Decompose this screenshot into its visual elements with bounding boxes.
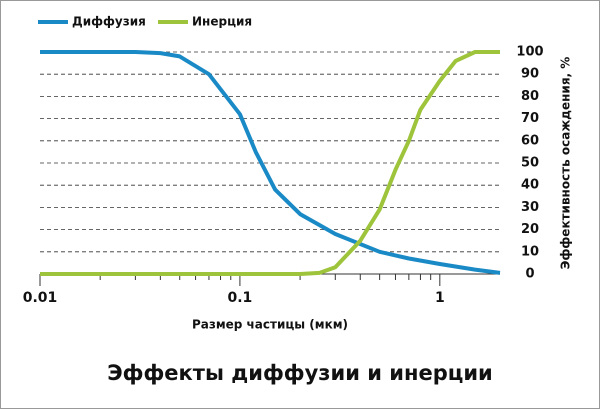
y-tick-label: 80 — [521, 89, 539, 104]
y-tick-label: 10 — [521, 244, 539, 259]
y-tick-label: 40 — [521, 178, 539, 193]
y-axis-label: Эффективность осаждения, % — [559, 57, 573, 270]
series-line — [40, 50, 501, 275]
legend-label: Инерция — [192, 15, 252, 29]
y-tick-label: 50 — [521, 156, 539, 171]
x-tick-label: 0.01 — [23, 290, 58, 306]
legend-label: Диффузия — [72, 15, 146, 29]
y-tick-label: 70 — [521, 111, 539, 126]
y-tick-label: 0 — [525, 267, 534, 282]
x-tick-label: 0.1 — [228, 290, 253, 306]
y-tick-label: 60 — [521, 133, 539, 148]
x-axis-label: Размер частицы (мкм) — [192, 318, 348, 332]
y-tick-label: 100 — [516, 45, 543, 60]
y-tick-label: 90 — [521, 67, 539, 82]
y-tick-label: 20 — [521, 222, 539, 237]
y-tick-label: 30 — [521, 200, 539, 215]
series-line — [40, 50, 500, 276]
chart-title: Эффекты диффузии и инерции — [107, 361, 493, 385]
x-tick-label: 1 — [435, 290, 445, 306]
